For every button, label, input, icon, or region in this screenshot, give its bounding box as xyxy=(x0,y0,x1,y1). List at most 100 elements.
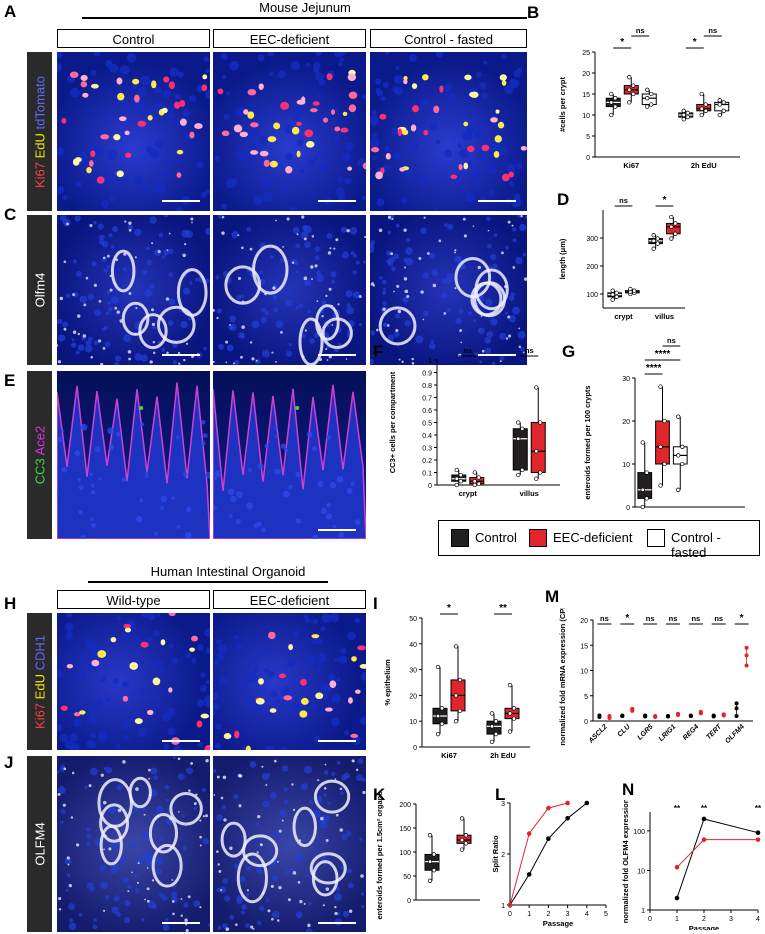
data-point xyxy=(454,476,459,481)
nucleus xyxy=(284,152,293,161)
olfm4-speck xyxy=(136,881,139,884)
nucleus xyxy=(229,315,236,323)
y-axis-label: normalized fold OLFM4 expression xyxy=(621,800,630,923)
nucleus xyxy=(302,637,307,642)
nucleus xyxy=(140,75,151,86)
olfm4-speck xyxy=(187,895,191,899)
nucleus xyxy=(313,61,321,70)
data-point xyxy=(610,288,615,293)
nucleus xyxy=(444,223,448,227)
nucleus xyxy=(312,637,319,644)
x-tick-label: 2 xyxy=(546,911,550,918)
nucleus xyxy=(267,670,276,678)
x-tick-label: 5 xyxy=(604,911,608,918)
olfm-C3 xyxy=(370,215,527,365)
sig-label: **** xyxy=(646,363,662,374)
micrograph-E-control xyxy=(57,371,210,539)
nucleus xyxy=(162,924,170,931)
olfm4-signal xyxy=(242,834,279,868)
data-point xyxy=(507,711,513,716)
nucleus xyxy=(69,733,78,742)
olfm4-speck xyxy=(128,292,132,295)
nucleus xyxy=(230,495,237,503)
olfm4-speck xyxy=(144,898,146,901)
nucleus xyxy=(155,613,161,617)
nucleus xyxy=(314,255,320,261)
olfm4-speck xyxy=(83,303,87,307)
cells-A1 xyxy=(57,52,210,211)
labeled-cell xyxy=(291,126,300,135)
data-point xyxy=(662,418,667,424)
nucleus xyxy=(77,344,85,352)
data-point xyxy=(699,106,704,111)
nucleus xyxy=(65,888,69,892)
nucleus xyxy=(305,928,313,932)
nucleus xyxy=(173,745,182,750)
nucleus xyxy=(359,837,363,841)
olfm4-speck xyxy=(303,237,307,241)
nucleus xyxy=(468,311,472,316)
nucleus xyxy=(79,295,88,304)
nucleus xyxy=(153,531,159,536)
nucleus xyxy=(57,786,66,795)
nucleus xyxy=(57,52,63,59)
labeled-cell xyxy=(134,94,140,103)
olfm4-speck xyxy=(303,902,306,905)
nucleus xyxy=(259,270,264,274)
sig-label: ns xyxy=(646,614,655,623)
nucleus xyxy=(135,515,143,523)
box xyxy=(512,428,528,471)
data-point xyxy=(685,114,690,120)
nucleus xyxy=(346,303,351,308)
olfm4-speck xyxy=(117,808,122,813)
legend-label-eec: EEC-deficient xyxy=(553,530,633,545)
data-point xyxy=(640,504,645,510)
nucleus xyxy=(519,223,527,232)
series-point xyxy=(526,831,532,836)
olfm4-speck xyxy=(151,308,155,312)
olfm4-speck xyxy=(202,815,205,818)
data-point xyxy=(476,481,481,486)
cc3-cell xyxy=(295,405,300,410)
olfm4-speck xyxy=(63,767,67,771)
nucleus xyxy=(78,700,84,706)
data-point xyxy=(459,816,465,821)
labeled-cell xyxy=(259,150,269,157)
nucleus xyxy=(177,773,185,781)
nucleus xyxy=(145,474,149,479)
nucleus xyxy=(405,247,413,255)
olfm4-speck xyxy=(241,246,244,250)
labeled-cell xyxy=(397,128,403,137)
nucleus xyxy=(393,152,401,160)
nucleus xyxy=(73,702,78,707)
scale-bar xyxy=(162,740,200,742)
nucleus xyxy=(69,918,74,923)
nucleus xyxy=(499,355,505,361)
nucleus xyxy=(222,878,229,884)
y-tick-label: 3 xyxy=(501,801,505,808)
nucleus xyxy=(229,60,239,71)
nucleus xyxy=(91,261,97,267)
labeled-cell xyxy=(311,634,320,639)
nucleus xyxy=(174,93,181,100)
labeled-cell xyxy=(132,78,140,85)
nucleus xyxy=(111,296,119,305)
nucleus xyxy=(94,698,104,708)
labeled-cell xyxy=(116,77,123,85)
olfm4-speck xyxy=(322,326,325,329)
olfm4-speck xyxy=(325,294,328,298)
series-point xyxy=(674,895,680,901)
nucleus xyxy=(331,279,336,284)
nucleus xyxy=(85,638,95,649)
labeled-cell xyxy=(450,174,458,179)
nucleus xyxy=(334,893,342,901)
nucleus xyxy=(213,506,217,510)
row-label-J: OLFM4 xyxy=(27,756,52,932)
x-tick-label: 2 xyxy=(702,916,706,923)
olfm4-speck xyxy=(76,843,80,847)
cells-A3 xyxy=(370,52,527,211)
nucleus xyxy=(318,115,324,121)
labeled-cell xyxy=(80,81,88,88)
labeled-cell xyxy=(250,122,259,128)
nucleus xyxy=(127,884,132,890)
